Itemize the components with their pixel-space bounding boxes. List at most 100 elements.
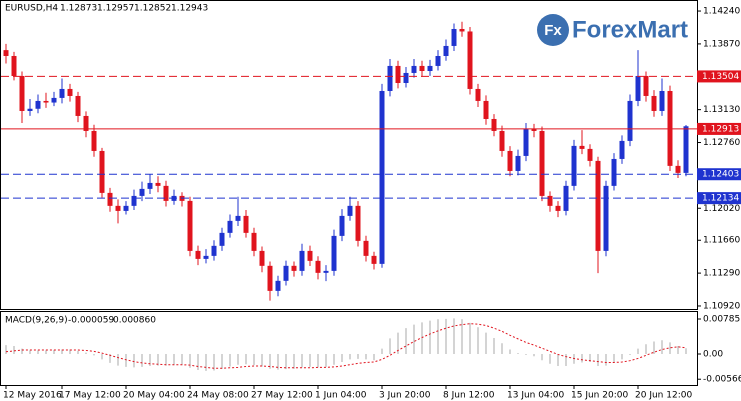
candle — [483, 95, 489, 125]
candle-body — [411, 65, 417, 73]
candle — [355, 201, 361, 247]
candle — [451, 23, 457, 52]
candle — [347, 196, 353, 221]
candle-body — [515, 155, 521, 171]
macd-signal-value: 0.000860 — [113, 316, 156, 326]
candle-body — [323, 270, 329, 273]
y-tick-label: 1.10920 — [703, 301, 740, 311]
candle — [59, 78, 65, 104]
candle — [659, 78, 665, 116]
x-tick-label: 12 May 2016 — [3, 391, 62, 401]
candle — [475, 83, 481, 107]
x-tick-label: 17 May 12:00 — [59, 391, 121, 401]
candle — [379, 83, 385, 268]
level-label: 1.13504 — [702, 72, 739, 82]
candle — [163, 180, 169, 207]
candle — [235, 196, 241, 227]
candle-body — [467, 31, 473, 89]
level-label-box — [697, 168, 741, 181]
candle — [283, 260, 289, 286]
candle — [363, 235, 369, 262]
candle — [187, 196, 193, 257]
candle-body — [267, 265, 273, 291]
candle-body — [43, 100, 49, 103]
candle — [227, 214, 233, 238]
candle — [299, 243, 305, 276]
candle — [147, 174, 153, 195]
candle-body — [107, 192, 113, 206]
candle — [275, 275, 281, 297]
macd-value: -0.000059 — [68, 316, 114, 326]
candle-body — [75, 95, 81, 116]
candle — [387, 59, 393, 97]
y-tick-label: 1.12760 — [703, 138, 740, 148]
candle-body — [211, 245, 217, 256]
candle — [27, 98, 33, 116]
candle-body — [299, 250, 305, 271]
candle — [115, 199, 121, 224]
candle — [43, 92, 49, 108]
x-tick-label: 3 Jun 20:00 — [379, 391, 431, 401]
candle-body — [395, 65, 401, 83]
candle-body — [275, 280, 281, 291]
candle-body — [683, 126, 689, 173]
macd-signal-line — [5, 323, 687, 369]
candle-body — [235, 215, 241, 221]
y-tick-label: 1.11290 — [703, 269, 740, 279]
candle-body — [363, 240, 369, 256]
candle-body — [387, 65, 393, 91]
candle — [635, 50, 641, 107]
candle — [11, 51, 17, 81]
candle — [267, 261, 273, 301]
candle-body — [307, 250, 313, 261]
logo: Fx ForexMart — [537, 14, 688, 46]
candle-body — [651, 95, 657, 111]
candle-body — [523, 128, 529, 156]
candle-body — [427, 65, 433, 72]
candle-body — [499, 130, 505, 151]
y-tick-label: -0.00566 — [703, 375, 741, 385]
symbol: EURUSD,H4 — [5, 4, 58, 14]
ohlc-high: 1.12957 — [97, 4, 134, 14]
candle — [323, 265, 329, 282]
candle — [291, 261, 297, 277]
candle — [587, 144, 593, 167]
candle-body — [283, 265, 289, 281]
candle — [315, 256, 321, 280]
x-tick-label: 1 Jun 04:00 — [315, 391, 367, 401]
candle — [123, 201, 129, 215]
candle — [259, 246, 265, 273]
candle — [219, 227, 225, 251]
candle-body — [11, 55, 17, 76]
candle — [643, 71, 649, 102]
candle-body — [347, 205, 353, 216]
candle-body — [243, 215, 249, 233]
y-tick-label: 0.00 — [703, 350, 723, 360]
candle-body — [443, 45, 449, 56]
candle — [243, 210, 249, 238]
logo-badge — [537, 14, 569, 46]
candle — [99, 147, 105, 198]
candle — [107, 187, 113, 212]
candle-body — [491, 118, 497, 131]
candle — [307, 245, 313, 267]
header: EURUSD,H4 1.12873 1.12957 1.12852 1.1294… — [5, 4, 208, 326]
candle-body — [187, 200, 193, 251]
y-tick-label: 1.13130 — [703, 105, 740, 115]
candle — [467, 27, 473, 95]
candle-body — [555, 205, 561, 211]
candle-body — [91, 130, 97, 151]
candle — [435, 50, 441, 71]
candle — [395, 60, 401, 89]
candle-body — [67, 88, 73, 96]
candle — [419, 60, 425, 77]
candle — [491, 114, 497, 137]
candle — [539, 126, 545, 202]
candle-body — [123, 205, 129, 211]
candle-body — [403, 72, 409, 83]
candle — [75, 91, 81, 123]
level-label: 1.12134 — [702, 194, 739, 204]
candle-body — [507, 150, 513, 171]
candle — [139, 181, 145, 202]
